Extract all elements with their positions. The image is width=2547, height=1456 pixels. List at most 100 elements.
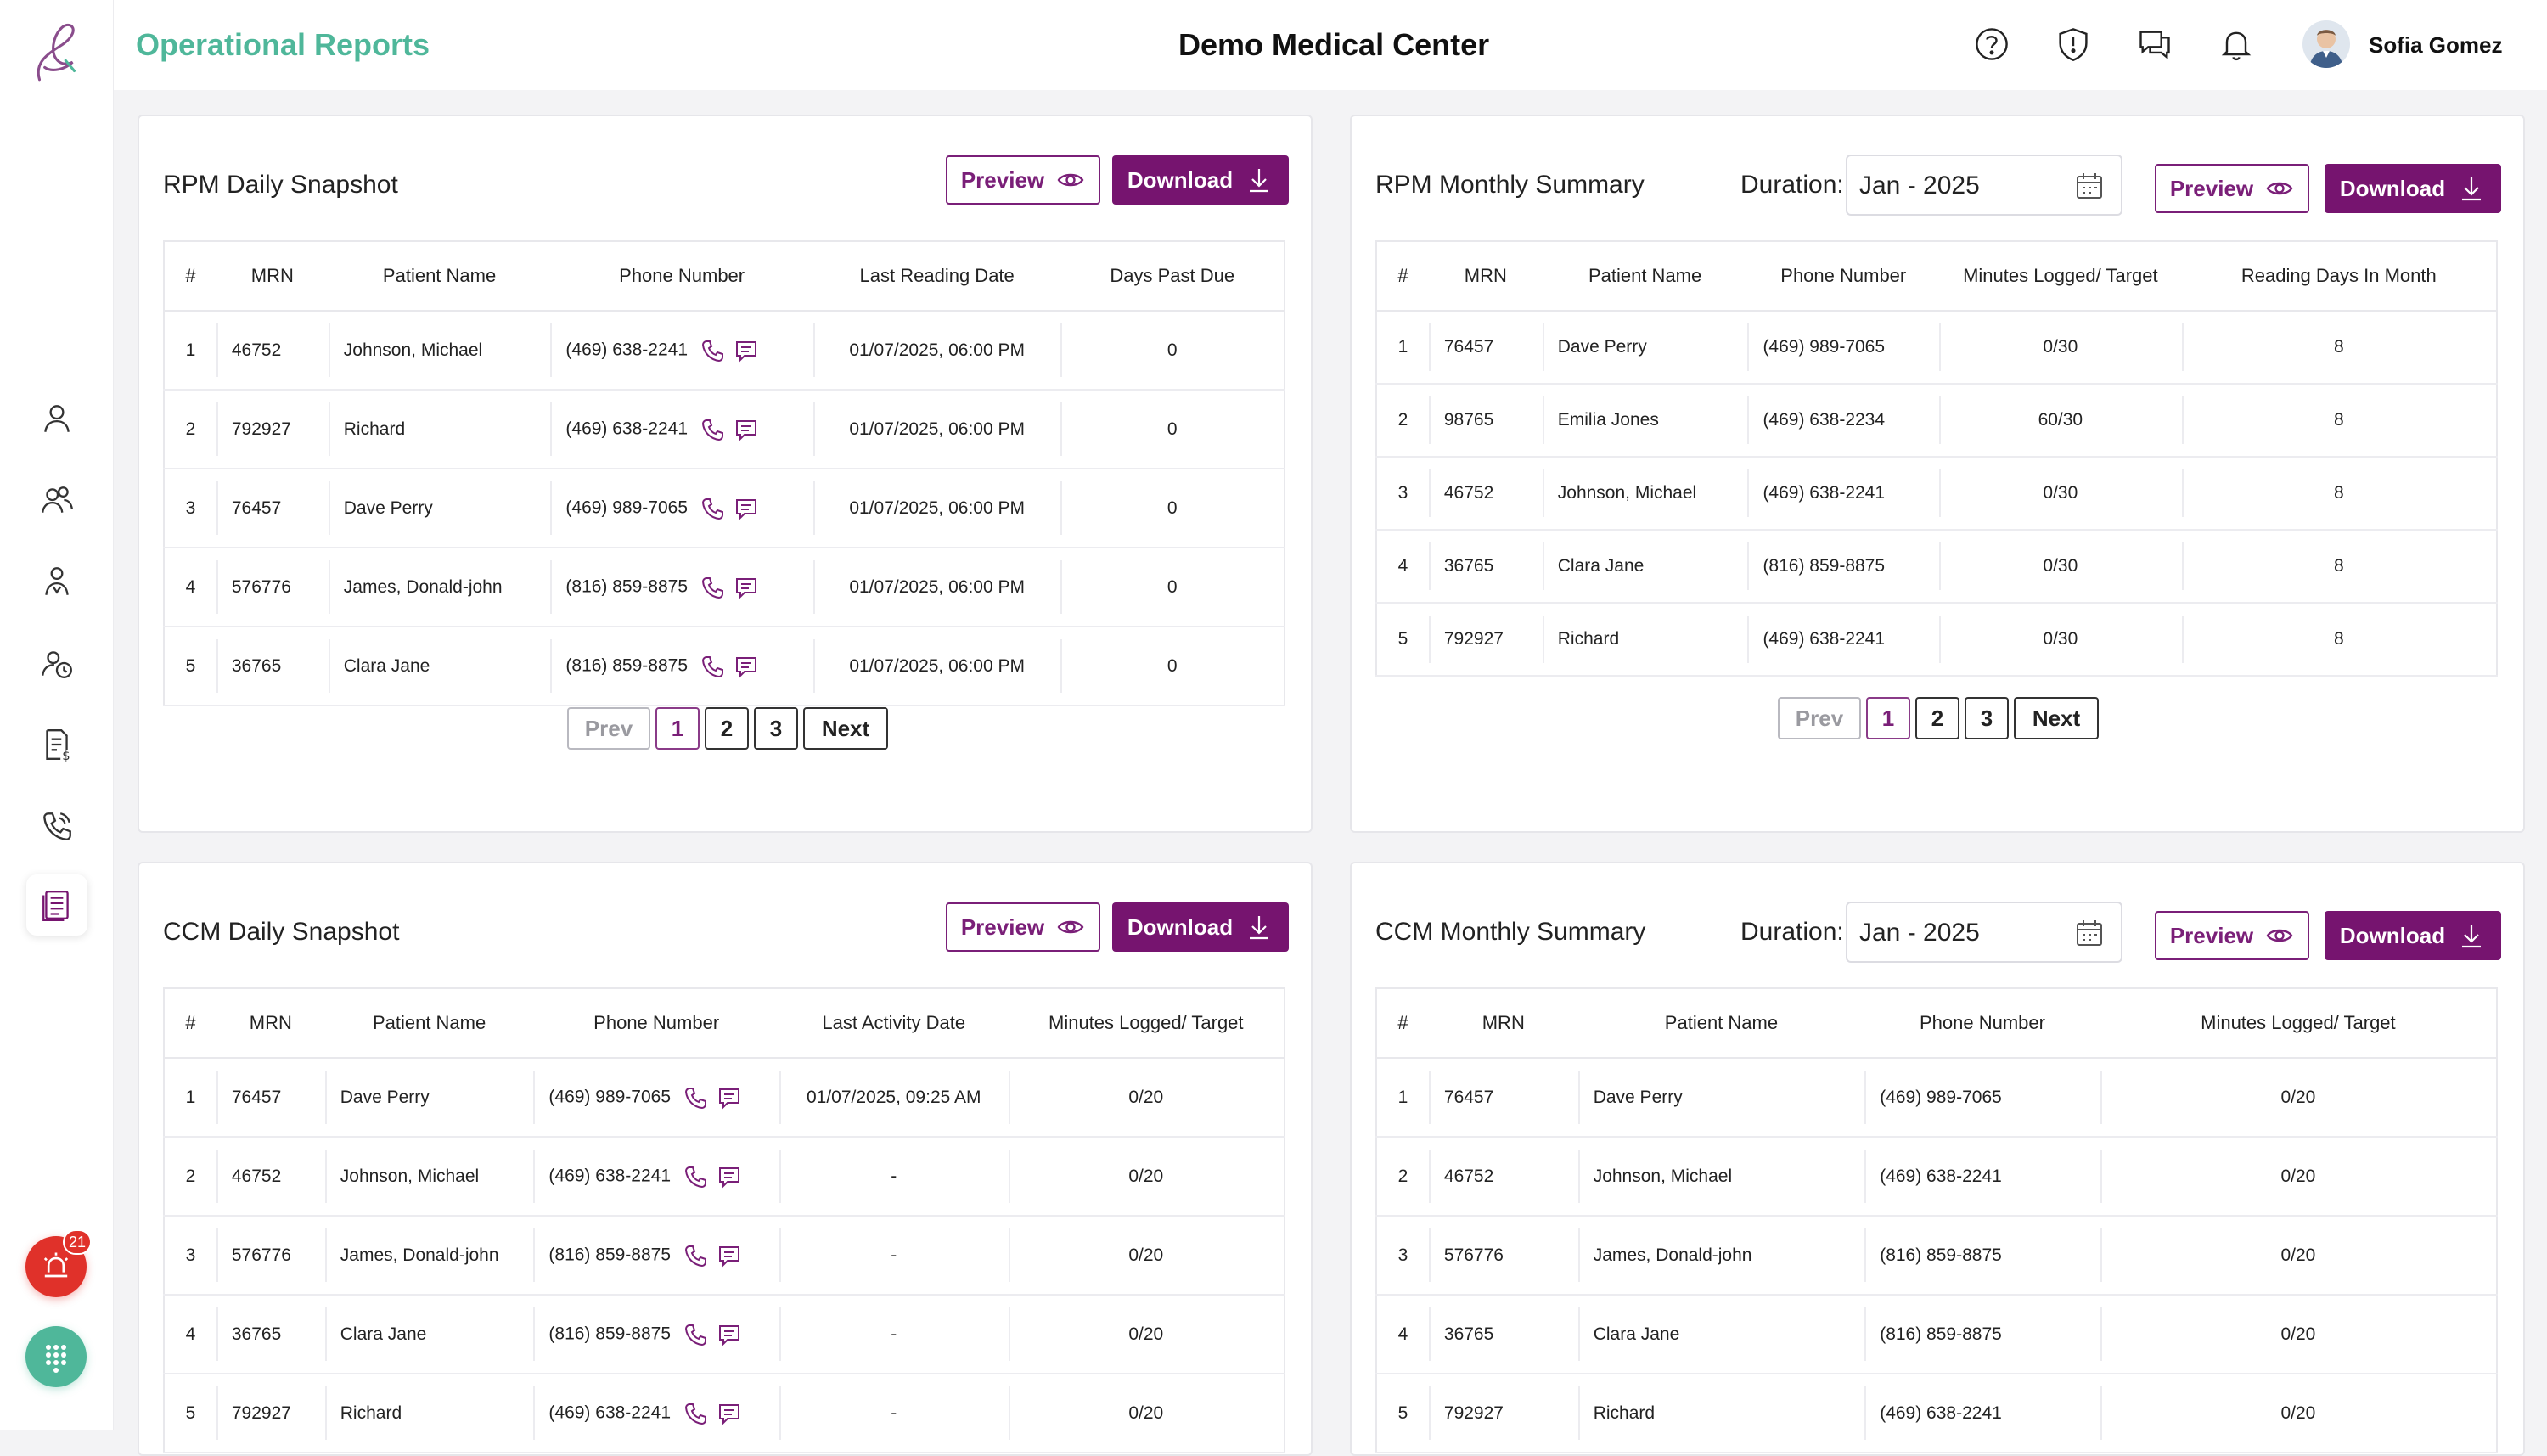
duration-label: Duration: — [1740, 918, 1844, 946]
call-icon[interactable] — [683, 1401, 708, 1426]
help-icon[interactable] — [1971, 24, 2012, 65]
page-2-button[interactable]: 2 — [705, 707, 749, 750]
table-row[interactable]: 4 36765 Clara Jane (816) 859-8875 0/30 8 — [1376, 530, 2497, 604]
message-icon[interactable] — [734, 654, 759, 679]
table-row[interactable]: 4 36765 Clara Jane (816) 859-8875 0/20 — [1376, 1295, 2497, 1374]
table-cell: (469) 989-7065 — [1747, 311, 1940, 385]
rpm-daily-preview-button[interactable]: Preview — [946, 155, 1100, 205]
ccm-monthly-rows: 1 76457 Dave Perry (469) 989-7065 0/20 2 46752… — [1376, 1058, 2497, 1453]
message-icon[interactable] — [717, 1164, 742, 1189]
call-icon[interactable] — [700, 575, 725, 600]
cell-value: 4 — [1397, 556, 1408, 576]
table-cell: Dave Perry — [1542, 311, 1748, 385]
rpm-daily-download-button[interactable]: Download — [1112, 155, 1289, 205]
message-icon[interactable] — [717, 1085, 742, 1110]
table-row[interactable]: 5 792927 Richard (469) 638-2241 - 0/20 — [164, 1374, 1285, 1453]
table-row[interactable]: 5 792927 Richard (469) 638-2241 0/30 8 — [1376, 603, 2497, 677]
call-icon[interactable] — [683, 1164, 708, 1189]
nav-patients-group-icon[interactable] — [34, 477, 80, 523]
column-header: Phone Number — [533, 988, 779, 1059]
prev-page-button[interactable]: Prev — [1778, 697, 1861, 739]
rpm-monthly-preview-button[interactable]: Preview — [2155, 164, 2309, 213]
nav-care-team-icon[interactable] — [34, 559, 80, 604]
call-icon[interactable] — [700, 417, 725, 442]
table-row[interactable]: 2 46752 Johnson, Michael (469) 638-2241 - 0/2… — [164, 1137, 1285, 1217]
table-row[interactable]: 1 76457 Dave Perry (469) 989-7065 01/07/2025… — [164, 1058, 1285, 1138]
table-row[interactable]: 2 98765 Emilia Jones (469) 638-2234 60/30 8 — [1376, 384, 2497, 458]
table-row[interactable]: 3 576776 James, Donald-john (816) 859-8875 -… — [164, 1216, 1285, 1296]
ccm-monthly-table: # MRN Patient Name Phone Number Minutes … — [1375, 987, 2498, 1453]
ccm-daily-preview-button[interactable]: Preview — [946, 902, 1100, 952]
message-icon[interactable] — [717, 1401, 742, 1426]
table-row[interactable]: 5 36765 Clara Jane (816) 859-8875 01/07/2025… — [164, 627, 1285, 706]
nav-clock-user-icon[interactable] — [34, 640, 80, 686]
page-2-button[interactable]: 2 — [1915, 697, 1959, 739]
next-page-button[interactable]: Next — [2014, 697, 2099, 739]
cell-value: (469) 989-7065 — [565, 498, 688, 518]
nav-billing-icon[interactable]: $ — [34, 722, 80, 767]
cell-value: 5 — [185, 655, 196, 676]
bell-icon[interactable] — [2216, 24, 2257, 65]
call-icon[interactable] — [683, 1085, 708, 1110]
column-header: MRN — [1428, 241, 1543, 312]
call-icon[interactable] — [700, 338, 725, 363]
ccm-monthly-download-button[interactable]: Download — [2325, 911, 2501, 960]
user-avatar[interactable] — [2302, 20, 2350, 68]
table-row[interactable]: 3 76457 Dave Perry (469) 989-7065 01/07/2025… — [164, 469, 1285, 548]
rpm-monthly-duration-picker[interactable]: Jan - 2025 — [1846, 155, 2122, 216]
table-row[interactable]: 3 46752 Johnson, Michael (469) 638-2241 0/30… — [1376, 457, 2497, 531]
page-3-button[interactable]: 3 — [754, 707, 798, 750]
table-row[interactable]: 4 36765 Clara Jane (816) 859-8875 - 0/20 — [164, 1295, 1285, 1374]
column-header: Reading Days In Month — [2181, 241, 2497, 312]
rpm-monthly-pagination: Prev 1 2 3 Next — [1778, 697, 2099, 739]
alert-shield-icon[interactable] — [2053, 24, 2094, 65]
nav-phone-icon[interactable] — [34, 803, 80, 849]
message-icon[interactable] — [734, 575, 759, 600]
app-logo[interactable] — [22, 19, 92, 88]
call-icon[interactable] — [700, 496, 725, 521]
table-row[interactable]: 5 792927 Richard (469) 638-2241 0/20 — [1376, 1374, 2497, 1453]
table-row[interactable]: 1 76457 Dave Perry (469) 989-7065 0/20 — [1376, 1058, 2497, 1138]
table-row[interactable]: 3 576776 James, Donald-john (816) 859-8875 0… — [1376, 1216, 2497, 1296]
ccm-monthly-duration-picker[interactable]: Jan - 2025 — [1846, 902, 2122, 963]
call-icon[interactable] — [683, 1322, 708, 1347]
call-icon[interactable] — [700, 654, 725, 679]
cell-value: - — [891, 1324, 897, 1344]
rpm-daily-pagination: Prev 1 2 3 Next — [567, 707, 888, 750]
message-icon[interactable] — [734, 338, 759, 363]
table-cell: 0/20 — [1008, 1058, 1285, 1138]
table-row[interactable]: 2 792927 Richard (469) 638-2241 01/07/2025, … — [164, 390, 1285, 469]
rpm-monthly-download-button[interactable]: Download — [2325, 164, 2501, 213]
page-3-button[interactable]: 3 — [1965, 697, 2009, 739]
page-1-button[interactable]: 1 — [655, 707, 700, 750]
cell-value: 4 — [185, 576, 196, 597]
cell-value: 0/30 — [2043, 556, 2078, 576]
column-header: Last Reading Date — [812, 241, 1061, 312]
next-page-button[interactable]: Next — [803, 707, 888, 750]
table-row[interactable]: 1 46752 Johnson, Michael (469) 638-2241 01/0… — [164, 311, 1285, 391]
dialpad-button[interactable] — [25, 1326, 87, 1387]
cell-value: 0 — [1167, 576, 1178, 597]
contact-actions — [700, 417, 759, 442]
table-cell: 76457 — [216, 1058, 325, 1138]
table-row[interactable]: 1 76457 Dave Perry (469) 989-7065 0/30 8 — [1376, 311, 2497, 385]
ccm-monthly-preview-button[interactable]: Preview — [2155, 911, 2309, 960]
user-name[interactable]: Sofia Gomez — [2369, 32, 2503, 58]
nav-patient-icon[interactable] — [34, 396, 80, 441]
nav-reports-icon[interactable] — [26, 874, 87, 936]
cell-value: (816) 859-8875 — [548, 1324, 672, 1344]
message-icon[interactable] — [734, 496, 759, 521]
prev-page-button[interactable]: Prev — [567, 707, 650, 750]
chat-icon[interactable] — [2134, 24, 2175, 65]
message-icon[interactable] — [734, 417, 759, 442]
table-row[interactable]: 2 46752 Johnson, Michael (469) 638-2241 0/20 — [1376, 1137, 2497, 1217]
cell-value: 0 — [1167, 419, 1178, 439]
page-1-button[interactable]: 1 — [1866, 697, 1910, 739]
message-icon[interactable] — [717, 1243, 742, 1268]
table-row[interactable]: 4 576776 James, Donald-john (816) 859-8875 0… — [164, 548, 1285, 627]
message-icon[interactable] — [717, 1322, 742, 1347]
ccm-daily-download-button[interactable]: Download — [1112, 902, 1289, 952]
alerts-button[interactable]: 21 — [25, 1229, 92, 1297]
call-icon[interactable] — [683, 1243, 708, 1268]
contact-actions — [683, 1401, 742, 1426]
